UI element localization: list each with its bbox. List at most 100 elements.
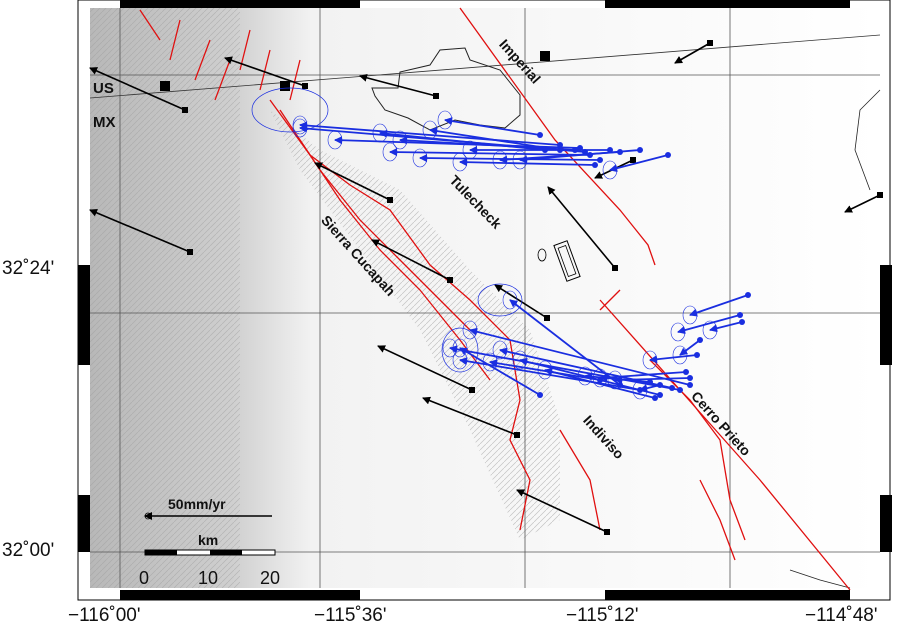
velocity-scale-label: 50mm/yr: [168, 496, 226, 512]
error-ellipse: [452, 152, 468, 172]
velocity-arrow-blue: [519, 149, 641, 164]
mexicali-city-boundary: [371, 47, 521, 131]
error-ellipse: [292, 118, 308, 138]
fault-trace: [559, 429, 601, 531]
frame-bar: [605, 0, 850, 8]
gps-station: [544, 315, 550, 321]
fault-trace: [139, 9, 161, 41]
error-ellipse: [602, 160, 618, 180]
error-ellipse: [251, 87, 329, 133]
velocity-arrow-blue: [299, 121, 561, 146]
frame-border-bars: [78, 0, 892, 600]
gps-station-blue: [677, 387, 683, 393]
country-label-us: US: [93, 80, 114, 97]
velocity-legend: [144, 512, 272, 520]
gps-station: [469, 387, 475, 393]
gps-station-blue: [592, 162, 598, 168]
gps-station: [160, 81, 170, 91]
frame-bar: [605, 590, 850, 600]
velocity-arrow-blue: [459, 347, 541, 396]
error-ellipse: [477, 283, 523, 317]
error-ellipse: [682, 305, 698, 325]
error-ellipse: [492, 340, 508, 360]
gps-station-blue: [597, 377, 603, 383]
gps-station: [302, 83, 308, 89]
velocity-arrow-blue: [389, 148, 591, 157]
gps-station: [604, 529, 610, 535]
gps-station-blue: [652, 395, 658, 401]
fault-trace: [214, 59, 231, 101]
error-ellipse: [441, 327, 479, 373]
gps-station-blue: [694, 352, 700, 358]
velocity-arrow-blue: [509, 299, 621, 386]
error-ellipse: [412, 148, 428, 168]
frame-bar: [120, 590, 360, 600]
velocity-arrow-blue: [459, 158, 596, 167]
source-box: [537, 240, 581, 282]
fault-trace: [699, 479, 736, 561]
error-ellipse: [462, 140, 478, 160]
fault-trace: [169, 19, 181, 61]
fault-trace: [599, 299, 851, 591]
frame-bar: [78, 265, 90, 365]
gps-station: [387, 197, 393, 203]
error-ellipse: [437, 110, 453, 130]
error-ellipse: [512, 350, 528, 370]
error-ellipse: [392, 130, 408, 150]
fault-trace: [459, 7, 656, 266]
velocity-arrow: [89, 67, 186, 111]
velocity-arrow-blue: [449, 345, 681, 391]
velocity-arrow: [494, 284, 548, 319]
gps-station-blue: [669, 385, 675, 391]
error-ellipse: [632, 380, 648, 400]
gps-station-blue: [657, 382, 663, 388]
frame-bar: [880, 265, 892, 365]
gps-station-blue: [657, 392, 663, 398]
gps-station: [514, 432, 520, 438]
gps-station-blue: [737, 312, 743, 318]
gps-station: [433, 93, 439, 99]
velocity-arrow-blue: [679, 339, 701, 356]
x-tick-label: −115˚12': [566, 605, 639, 626]
gps-station: [280, 81, 290, 91]
gps-station-blue: [739, 319, 745, 325]
velocity-arrow: [377, 345, 473, 391]
coastline-south: [789, 569, 851, 589]
velocity-arrow-blue: [444, 117, 541, 136]
gps-station-blue: [577, 145, 583, 151]
y-tick-label: 32˚00': [2, 540, 55, 561]
black-velocity-vectors: [89, 40, 883, 535]
frame-bar: [120, 0, 360, 8]
velocity-arrow-blue: [649, 354, 698, 364]
gps-station: [447, 277, 453, 283]
gps-station: [187, 249, 193, 255]
gps-station-blue: [537, 132, 543, 138]
fault-trace: [259, 49, 271, 91]
error-ellipse: [492, 150, 508, 170]
velocity-arrow-blue: [677, 314, 741, 335]
country-label-mx: MX: [93, 114, 116, 131]
velocity-arrow-blue: [299, 124, 586, 153]
gps-station: [612, 265, 618, 271]
gps-station: [182, 107, 188, 113]
error-ellipse: [702, 320, 718, 340]
velocity-arrow-blue: [709, 321, 743, 333]
velocity-arrow: [371, 239, 451, 281]
frame-bar: [78, 495, 90, 552]
error-ellipse: [382, 142, 398, 162]
x-tick-label: −115˚36': [314, 605, 387, 626]
fault-trace: [289, 59, 301, 101]
x-tick-label: −116˚00': [68, 605, 141, 626]
velocity-arrow: [516, 489, 608, 533]
blue-velocity-vectors: [251, 87, 751, 401]
us-mexico-border: [89, 34, 881, 99]
velocity-arrow: [674, 42, 711, 64]
western-ranges-relief: [90, 8, 240, 588]
gps-station-blue: [745, 292, 751, 298]
fault-trace: [269, 99, 531, 531]
velocity-arrow-blue: [599, 371, 687, 382]
gps-station-blue: [687, 382, 693, 388]
velocity-arrow-blue: [639, 384, 661, 393]
fault-trace: [599, 289, 621, 311]
